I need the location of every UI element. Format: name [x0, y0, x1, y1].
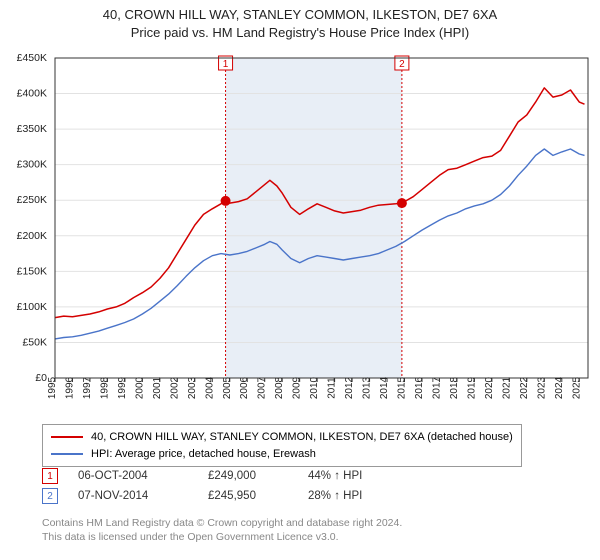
- svg-text:2023: 2023: [536, 376, 547, 399]
- footer-line-2: This data is licensed under the Open Gov…: [42, 530, 402, 544]
- legend-row: 40, CROWN HILL WAY, STANLEY COMMON, ILKE…: [51, 429, 513, 446]
- svg-text:£250K: £250K: [17, 194, 47, 206]
- footer-attribution: Contains HM Land Registry data © Crown c…: [42, 516, 402, 544]
- svg-text:£100K: £100K: [17, 301, 47, 313]
- svg-text:2017: 2017: [431, 376, 442, 399]
- svg-text:2018: 2018: [449, 376, 460, 399]
- svg-text:£50K: £50K: [22, 336, 47, 348]
- legend-row: HPI: Average price, detached house, Erew…: [51, 446, 513, 463]
- svg-text:2007: 2007: [257, 376, 268, 399]
- svg-text:2012: 2012: [344, 376, 355, 399]
- sale-row: 2 07-NOV-2014 £245,950 28% ↑ HPI: [42, 486, 428, 506]
- svg-text:2014: 2014: [379, 376, 390, 399]
- svg-text:1995: 1995: [47, 376, 58, 399]
- title-line-1: 40, CROWN HILL WAY, STANLEY COMMON, ILKE…: [0, 6, 600, 24]
- svg-text:2016: 2016: [414, 376, 425, 399]
- svg-text:£200K: £200K: [17, 230, 47, 242]
- chart-area: £0 £50K £100K £150K £200K £250K £300K £350K £400…: [0, 48, 600, 418]
- sale-price: £249,000: [208, 470, 288, 482]
- svg-text:2024: 2024: [554, 376, 565, 399]
- svg-text:1996: 1996: [64, 376, 75, 399]
- svg-text:2002: 2002: [169, 376, 180, 399]
- svg-text:2008: 2008: [274, 376, 285, 399]
- svg-text:1997: 1997: [82, 376, 93, 399]
- svg-text:£0: £0: [35, 372, 47, 384]
- svg-text:1999: 1999: [117, 376, 128, 399]
- svg-text:2019: 2019: [466, 376, 477, 399]
- svg-text:2: 2: [399, 59, 405, 70]
- footer-line-1: Contains HM Land Registry data © Crown c…: [42, 516, 402, 530]
- title-line-2: Price paid vs. HM Land Registry's House …: [0, 24, 600, 42]
- svg-text:2021: 2021: [501, 376, 512, 399]
- svg-text:£150K: £150K: [17, 265, 47, 277]
- svg-text:2010: 2010: [309, 376, 320, 399]
- sale-marker-icon: 1: [42, 468, 58, 484]
- svg-text:2004: 2004: [204, 376, 215, 399]
- svg-text:2011: 2011: [327, 377, 338, 399]
- sale-pct: 28% ↑ HPI: [308, 490, 428, 502]
- svg-text:2003: 2003: [187, 376, 198, 399]
- sale-date: 07-NOV-2014: [78, 490, 188, 502]
- sales-table: 1 06-OCT-2004 £249,000 44% ↑ HPI 2 07-NOV-201…: [42, 466, 428, 506]
- legend-label: 40, CROWN HILL WAY, STANLEY COMMON, ILKE…: [91, 429, 513, 446]
- legend-label: HPI: Average price, detached house, Erew…: [91, 446, 316, 463]
- sale-pct: 44% ↑ HPI: [308, 470, 428, 482]
- svg-text:2020: 2020: [484, 376, 495, 399]
- svg-text:£400K: £400K: [17, 88, 47, 100]
- sale-row: 1 06-OCT-2004 £249,000 44% ↑ HPI: [42, 466, 428, 486]
- legend-swatch: [51, 453, 83, 455]
- legend: 40, CROWN HILL WAY, STANLEY COMMON, ILKE…: [42, 424, 522, 467]
- svg-text:2025: 2025: [571, 376, 582, 399]
- chart-svg: £0 £50K £100K £150K £200K £250K £300K £350K £400…: [0, 48, 600, 418]
- svg-text:2005: 2005: [222, 376, 233, 399]
- svg-text:£350K: £350K: [17, 123, 47, 135]
- svg-text:£450K: £450K: [17, 52, 47, 64]
- svg-text:2001: 2001: [152, 376, 163, 399]
- svg-text:2022: 2022: [519, 376, 530, 399]
- sale-date: 06-OCT-2004: [78, 470, 188, 482]
- svg-text:1: 1: [223, 59, 229, 70]
- legend-swatch: [51, 436, 83, 438]
- svg-text:£300K: £300K: [17, 159, 47, 171]
- svg-text:2006: 2006: [239, 376, 250, 399]
- svg-text:2013: 2013: [362, 376, 373, 399]
- svg-text:2015: 2015: [397, 376, 408, 399]
- svg-text:2000: 2000: [134, 376, 145, 399]
- svg-text:1998: 1998: [99, 376, 110, 399]
- sale-marker-icon: 2: [42, 488, 58, 504]
- svg-text:2009: 2009: [292, 376, 303, 399]
- sale-price: £245,950: [208, 490, 288, 502]
- chart-title: 40, CROWN HILL WAY, STANLEY COMMON, ILKE…: [0, 0, 600, 41]
